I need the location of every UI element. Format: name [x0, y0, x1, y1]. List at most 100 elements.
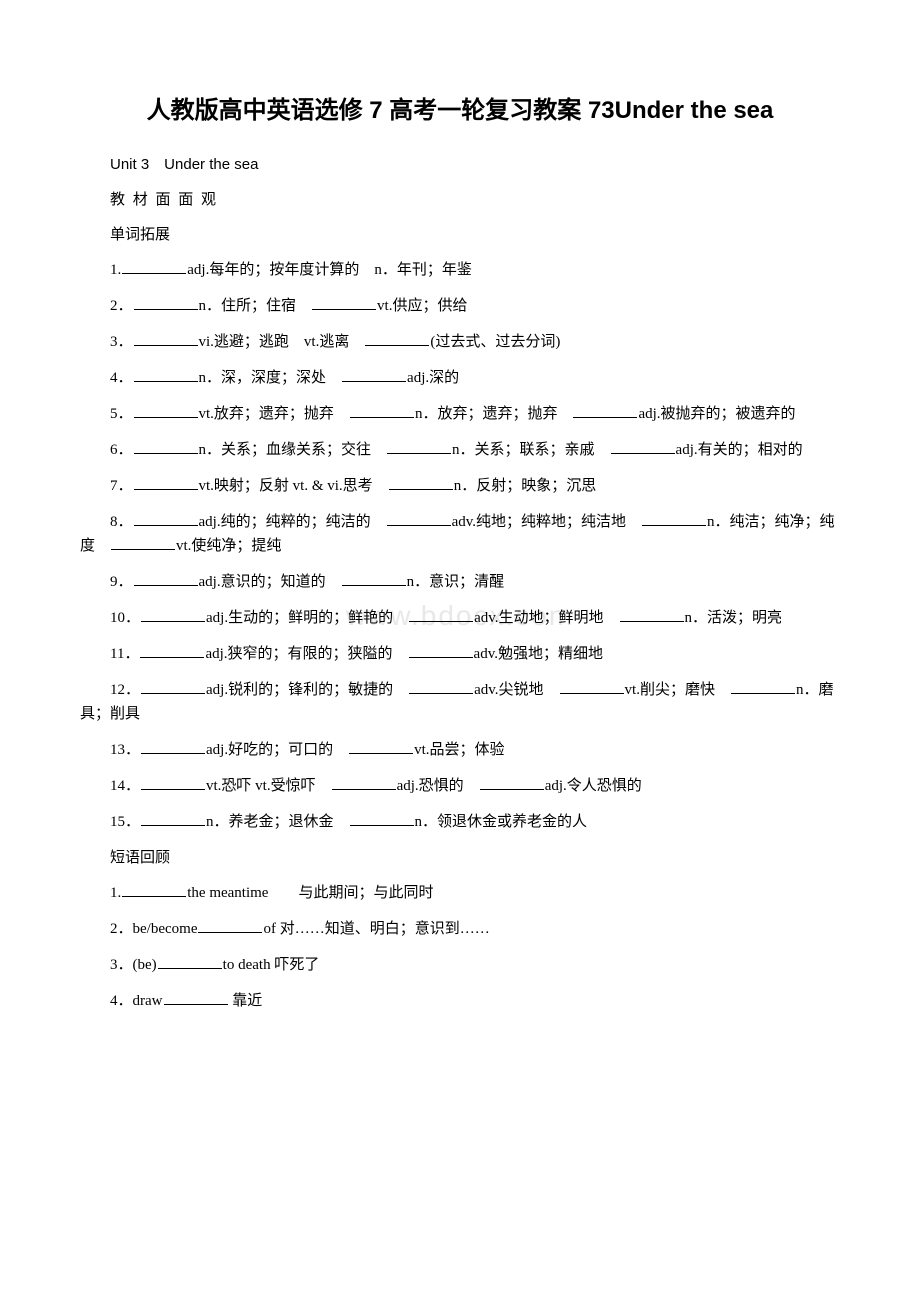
item-text: vt.映射；反射 vt. & vi.思考: [199, 478, 388, 494]
fill-blank: [134, 403, 198, 418]
vocab-item: 5． vt.放弃；遗弃；抛弃 n．放弃；遗弃；抛弃 adj.被抛弃的；被遗弃的: [80, 402, 840, 426]
phrase-before: draw: [133, 993, 163, 1009]
fill-blank: [122, 259, 186, 274]
fill-blank: [141, 811, 205, 826]
fill-blank: [349, 739, 413, 754]
item-number: 12．: [110, 682, 140, 698]
item-text: adv.纯地；纯粹地；纯洁地: [452, 514, 641, 530]
vocab-item: 3．vi.逃避；逃跑 vt.逃离 (过去式、过去分词): [80, 330, 840, 354]
item-text: n．关系；联系；亲戚: [452, 442, 610, 458]
fill-blank: [332, 775, 396, 790]
section-label: 教 材 面 面 观: [80, 188, 840, 209]
vocab-item: 13． adj.好吃的；可口的 vt.品尝；体验: [80, 738, 840, 762]
fill-blank: [387, 511, 451, 526]
item-number: 3．: [110, 957, 133, 973]
item-number: 1.: [110, 262, 121, 278]
item-text: adj.意识的；知道的: [199, 574, 341, 590]
item-text: n．关系；血缘关系；交往: [199, 442, 387, 458]
vocab-item: 15．n．养老金；退休金 n．领退休金或养老金的人: [80, 810, 840, 834]
item-text: vt.品尝；体验: [414, 742, 504, 758]
fill-blank: [389, 475, 453, 490]
vocab-item: 6． n．关系；血缘关系；交往 n．关系；联系；亲戚 adj.有关的；相对的: [80, 438, 840, 462]
item-number: 1.: [110, 885, 121, 901]
item-text: adj.有关的；相对的: [676, 442, 803, 458]
item-text: adj.纯的；纯粹的；纯洁的: [199, 514, 386, 530]
fill-blank: [134, 439, 198, 454]
item-text: n．养老金；退休金: [206, 814, 349, 830]
item-number: 9．: [110, 574, 133, 590]
item-text: n．领退休金或养老金的人: [415, 814, 588, 830]
item-text: adj.被抛弃的；被遗弃的: [638, 406, 795, 422]
fill-blank: [134, 511, 198, 526]
item-number: 2．: [110, 298, 133, 314]
item-text: vt.恐吓 vt.受惊吓: [206, 778, 331, 794]
fill-blank: [134, 367, 198, 382]
vocab-item: 2．n．住所；住宿 vt.供应；供给: [80, 294, 840, 318]
vocab-list: 1. adj.每年的；按年度计算的 n．年刊；年鉴 2．n．住所；住宿 vt.供应；…: [80, 258, 840, 834]
fill-blank: [134, 295, 198, 310]
vocab-item: 9． adj.意识的；知道的 n．意识；清醒: [80, 570, 840, 594]
fill-blank: [387, 439, 451, 454]
item-text: adv.勉强地；精细地: [474, 646, 603, 662]
item-text: adj.生动的；鲜明的；鲜艳的: [206, 610, 408, 626]
item-text: vt.削尖；磨快: [625, 682, 730, 698]
item-number: 3．: [110, 334, 133, 350]
fill-blank: [312, 295, 376, 310]
item-text: adj.恐惧的: [397, 778, 479, 794]
item-number: 6．: [110, 442, 133, 458]
item-text: n．意识；清醒: [407, 574, 505, 590]
unit-line: Unit 3 Under the sea: [80, 153, 840, 174]
fill-blank: [409, 679, 473, 694]
vocab-item: 8．adj.纯的；纯粹的；纯洁的 adv.纯地；纯粹地；纯洁地 n．纯洁；纯净；…: [80, 510, 840, 558]
fill-blank: [350, 811, 414, 826]
fill-blank: [573, 403, 637, 418]
item-text: vt.放弃；遗弃；抛弃: [199, 406, 349, 422]
page-title: 人教版高中英语选修 7 高考一轮复习教案 73Under the sea: [80, 90, 840, 125]
fill-blank: [350, 403, 414, 418]
fill-blank: [141, 739, 205, 754]
item-text: adv.生动地；鲜明地: [474, 610, 618, 626]
item-text: adv.尖锐地: [474, 682, 558, 698]
item-number: 2．: [110, 921, 133, 937]
item-text: adj.深的: [407, 370, 459, 386]
fill-blank: [141, 775, 205, 790]
item-text: (过去式、过去分词): [430, 334, 560, 350]
phrase-item: 3．(be)to death 吓死了: [80, 953, 840, 977]
fill-blank: [365, 331, 429, 346]
item-text: n．活泼；明亮: [685, 610, 783, 626]
fill-blank: [198, 918, 262, 933]
item-number: 13．: [110, 742, 140, 758]
fill-blank: [409, 607, 473, 622]
item-number: 4．: [110, 993, 133, 1009]
fill-blank: [141, 607, 205, 622]
item-text: vt.使纯净；提纯: [176, 538, 281, 554]
vocab-item: 7．vt.映射；反射 vt. & vi.思考 n．反射；映象；沉思: [80, 474, 840, 498]
phrase-before: be/become: [133, 921, 198, 937]
phrase-after: 靠近: [229, 993, 263, 1009]
fill-blank: [134, 571, 198, 586]
phrase-item: 2．be/become of 对……知道、明白；意识到……: [80, 917, 840, 941]
vocab-subsection: 单词拓展: [80, 223, 840, 244]
item-number: 5．: [110, 406, 133, 422]
fill-blank: [141, 679, 205, 694]
item-text: adj.好吃的；可口的: [206, 742, 348, 758]
vocab-item: 1. adj.每年的；按年度计算的 n．年刊；年鉴: [80, 258, 840, 282]
item-text: adj.每年的；按年度计算的 n．年刊；年鉴: [187, 262, 472, 278]
item-number: 10．: [110, 610, 140, 626]
fill-blank: [620, 607, 684, 622]
fill-blank: [158, 954, 222, 969]
item-number: 4．: [110, 370, 133, 386]
phrase-after: the meantime 与此期间；与此同时: [187, 885, 433, 901]
vocab-item: 11．adj.狭窄的；有限的；狭隘的 adv.勉强地；精细地: [80, 642, 840, 666]
item-text: adj.令人恐惧的: [545, 778, 642, 794]
vocab-item: 14．vt.恐吓 vt.受惊吓 adj.恐惧的 adj.令人恐惧的: [80, 774, 840, 798]
item-text: n．深，深度；深处: [199, 370, 342, 386]
vocab-item: 10． adj.生动的；鲜明的；鲜艳的 adv.生动地；鲜明地 n．活泼；明亮: [80, 606, 840, 630]
item-text: n．放弃；遗弃；抛弃: [415, 406, 573, 422]
fill-blank: [342, 367, 406, 382]
phrase-item: 4．draw 靠近: [80, 989, 840, 1013]
fill-blank: [134, 331, 198, 346]
phrase-after: to death 吓死了: [223, 957, 320, 973]
vocab-item: 12．adj.锐利的；锋利的；敏捷的 adv.尖锐地 vt.削尖；磨快 n．磨具…: [80, 678, 840, 726]
phrase-after: of 对……知道、明白；意识到……: [263, 921, 489, 937]
